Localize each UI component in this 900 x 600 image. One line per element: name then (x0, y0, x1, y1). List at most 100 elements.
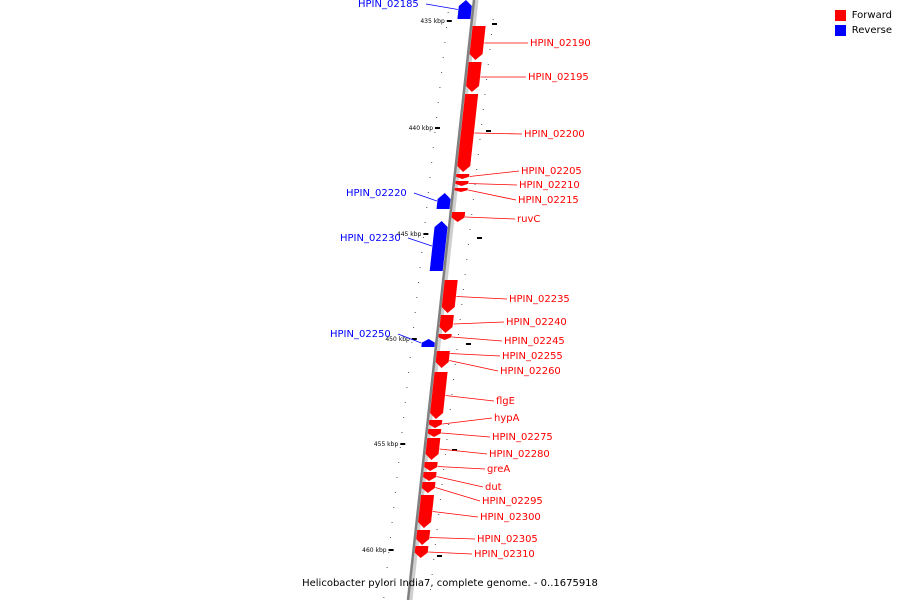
minor-tick-right (446, 439, 448, 440)
gene-arrow (441, 280, 458, 313)
minor-tick-left (413, 327, 415, 328)
minor-tick-right (444, 454, 446, 455)
minor-tick-right (476, 169, 478, 170)
gene-arrow (424, 462, 438, 471)
gene-label: HPIN_02255 (502, 351, 563, 362)
legend-forward-label: Forward (851, 10, 892, 21)
minor-tick-left (386, 567, 388, 568)
minor-tick-left (388, 552, 390, 553)
gene-label: HPIN_02280 (489, 449, 550, 460)
gene-connector (442, 417, 493, 425)
minor-tick-left (424, 222, 426, 223)
gene-arrow (457, 94, 479, 172)
minor-tick-left (427, 192, 429, 193)
minor-tick-left (444, 42, 446, 43)
minor-tick-left (384, 582, 386, 583)
minor-tick-left (409, 357, 411, 358)
minor-tick-left (396, 477, 398, 478)
minor-tick-right (436, 529, 438, 530)
minor-tick-left (394, 492, 396, 493)
minor-tick-right (481, 124, 483, 125)
gene-connector (450, 353, 501, 357)
gene-label: HPIN_02215 (518, 195, 579, 206)
minor-tick-left (399, 447, 401, 448)
gene-label: HPIN_02195 (528, 72, 589, 83)
minor-tick-left (439, 87, 441, 88)
gene-label: HPIN_02310 (474, 549, 535, 560)
minor-tick-left (421, 252, 423, 253)
gene-connector (397, 333, 422, 344)
legend-reverse-label: Reverse (851, 25, 892, 36)
gene-connector (428, 551, 473, 555)
gene-arrow (423, 472, 437, 481)
gene-connector (429, 537, 476, 540)
gene-connector (435, 487, 481, 502)
gene-connector (453, 321, 505, 325)
minor-tick-left (442, 57, 444, 58)
gene-label: ruvC (517, 214, 540, 225)
gene-connector (456, 296, 508, 300)
minor-tick-right (482, 109, 484, 110)
minor-tick-right (459, 319, 461, 320)
minor-tick-left (419, 267, 421, 268)
minor-tick-left (414, 312, 416, 313)
gene-arrow (428, 420, 443, 428)
legend-forward: Forward (834, 8, 892, 23)
gene-arrow (457, 0, 472, 19)
gene-arrow (435, 353, 450, 368)
forward-swatch (834, 10, 846, 21)
minor-tick-right (439, 499, 441, 500)
minor-tick-right (487, 64, 489, 65)
gene-arrow (466, 62, 482, 92)
minor-tick-left (389, 537, 391, 538)
gene-connector (439, 448, 488, 455)
minor-tick-left (434, 132, 436, 133)
minor-tick-right (433, 559, 435, 560)
minor-tick-right (458, 334, 460, 335)
minor-tick-left (422, 237, 424, 238)
minor-tick-right (438, 514, 440, 515)
minor-tick-left (406, 387, 408, 388)
gene-label: HPIN_02260 (500, 366, 561, 377)
minor-tick-left (429, 177, 431, 178)
gene-connector (468, 183, 518, 186)
minor-tick-left (383, 597, 385, 598)
ruler-label: 440 kbp (409, 125, 434, 132)
ruler-label: 435 kbp (420, 18, 445, 25)
gene-connector (451, 336, 503, 342)
gene-label: HPIN_02245 (504, 336, 565, 347)
gene-label: HPIN_02205 (521, 166, 582, 177)
ruler-label: 455 kbp (374, 441, 399, 448)
minor-tick-right (467, 244, 469, 245)
minor-tick-right (429, 589, 431, 590)
minor-tick-right (462, 289, 464, 290)
minor-tick-left (401, 432, 403, 433)
minor-tick-left (393, 507, 395, 508)
gene-arrow (421, 339, 435, 347)
minor-tick-right (474, 184, 476, 185)
gene-arrow (430, 372, 448, 419)
minor-tick-right (492, 19, 494, 20)
minor-tick-right (454, 364, 456, 365)
minor-tick-left (446, 27, 448, 28)
minor-tick-right (434, 544, 436, 545)
gene-arrow (418, 495, 435, 528)
gene-label: HPIN_02275 (492, 432, 553, 443)
gene-connector (465, 216, 516, 220)
minor-tick-left (408, 372, 410, 373)
minor-tick-right (443, 469, 445, 470)
minor-tick-left (436, 117, 438, 118)
minor-tick-left (431, 162, 433, 163)
gene-connector (449, 360, 499, 372)
gene-connector (468, 189, 517, 201)
gene-connector (445, 395, 495, 402)
gene-label: HPIN_02305 (477, 534, 538, 545)
minor-tick-right (431, 574, 433, 575)
gene-arrow (414, 546, 429, 558)
minor-tick-right (441, 484, 443, 485)
gene-arrow (425, 438, 441, 460)
minor-tick-right (491, 34, 493, 35)
minor-tick-right (453, 379, 455, 380)
gene-arrow (456, 174, 470, 179)
